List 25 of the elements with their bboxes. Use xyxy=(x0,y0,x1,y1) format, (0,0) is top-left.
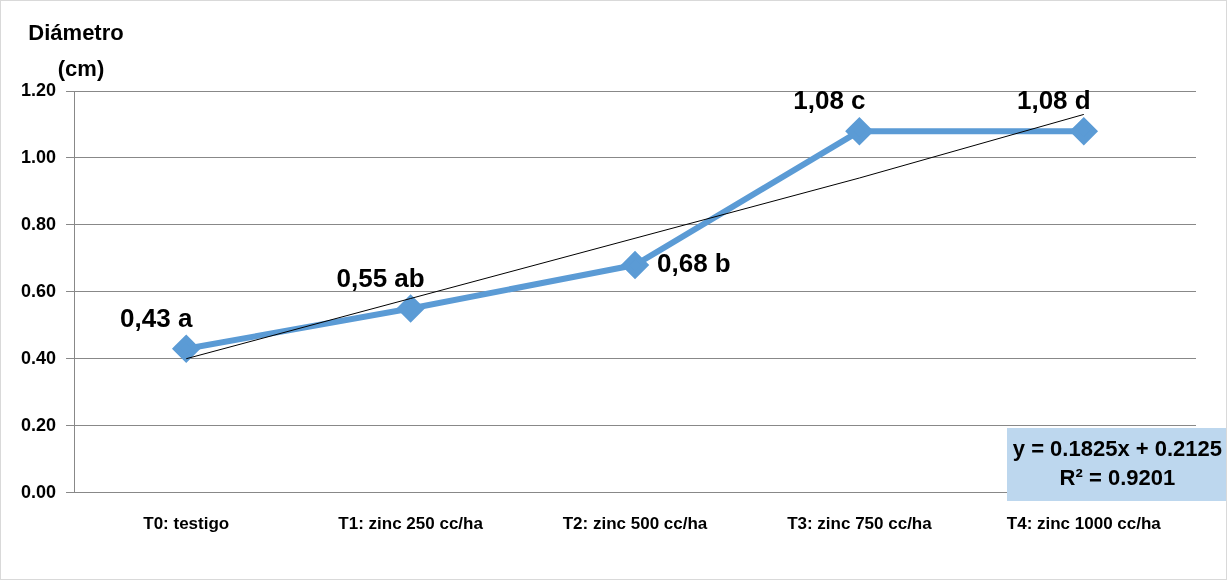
x-tick-label: T0: testigo xyxy=(143,514,230,534)
y-tick-label: 0.60 xyxy=(20,280,57,301)
x-tick-label: T2: zinc 500 cc/ha xyxy=(562,514,708,534)
point xyxy=(1070,118,1097,145)
y-axis-title: Diámetro (cm) xyxy=(28,20,124,82)
y-tick-label: 0.40 xyxy=(20,347,57,368)
annotation: y = 0.1825x + 0.2125 xyxy=(1012,434,1222,463)
x-tick-label: T1: zinc 250 cc/ha xyxy=(338,514,484,534)
y-tick-label: 0.80 xyxy=(20,213,57,234)
point xyxy=(846,118,873,145)
data-label: 0,43 a xyxy=(120,302,193,333)
point xyxy=(397,295,424,322)
x-tick-label: T3: zinc 750 cc/ha xyxy=(787,514,933,534)
y-tick-label: 0.00 xyxy=(20,481,57,502)
y-tick-label: 1.00 xyxy=(20,146,57,167)
y-tick-label: 0.20 xyxy=(20,414,57,435)
data-label: 0,55 ab xyxy=(336,262,425,293)
point xyxy=(622,252,649,279)
x-tick-label: T4: zinc 1000 cc/ha xyxy=(1006,514,1162,534)
annotation: R² = 0.9201 xyxy=(1058,464,1177,493)
data-label: 0,68 b xyxy=(657,248,731,279)
data-label: 1,08 c xyxy=(793,85,866,116)
point xyxy=(173,335,200,362)
y-tick-label: 1.20 xyxy=(20,79,57,100)
data-label: 1,08 d xyxy=(1016,85,1091,116)
